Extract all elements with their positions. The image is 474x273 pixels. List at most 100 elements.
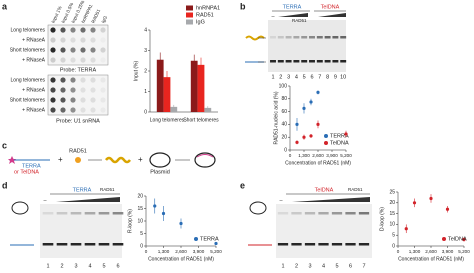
label-rad51: RAD51 [69,148,87,154]
dot-blot [47,24,109,66]
lane-number: 10 [340,74,346,80]
lane-number: 3 [287,74,290,80]
minus: – [279,197,283,203]
blot-dot [70,87,76,93]
blot-dot [70,77,76,83]
panel-letter: b [240,1,246,11]
legend-label: hnRNPA1 [196,5,220,11]
gel-band [285,36,292,39]
x-axis-label: Concentration of RAD51 (nM) [148,256,214,262]
gel-band [42,243,54,246]
y-tick-label: 60 [281,109,287,115]
blot-dot [60,37,66,43]
lane-number: 2 [279,74,282,80]
legend-swatch [186,12,193,18]
lane-number: 5 [102,263,105,269]
x-tick-label: Long telomeres [150,117,185,123]
gel-band [277,212,289,215]
point [412,201,417,205]
rad51-icon [75,157,81,163]
plus: + [58,155,63,164]
x-tick-label: 0 [397,249,400,254]
blot-dot [90,27,96,33]
blot-dot [50,57,56,63]
wedge-label: RAD51 [292,18,307,23]
filament-icon [245,35,265,41]
x-tick-label: 2,600 [425,249,437,254]
row-label: + RNaseA [22,107,46,113]
legend-marker [442,237,446,241]
gel-band [291,212,302,215]
x-tick-label: 1,300 [409,249,421,254]
plasmid-icon [249,201,267,215]
blot-dot [60,77,66,83]
row-label: Short telomeres [10,47,46,53]
x-tick-label: 3,900 [326,153,338,158]
legend-label: RAD51 [196,12,214,18]
y-tick-label: 3 [144,48,147,54]
gel-band [293,60,300,63]
y-tick-label: 4 [144,27,147,33]
y-tick-label: 15 [137,206,143,212]
y-axis-label: R-loop (%) [127,209,133,233]
loop-icon [196,154,214,158]
x-axis-label: Concentration of RAD51 (nM) [285,160,351,166]
gel-band [318,243,329,246]
probe-label: Probe: TERRA [60,67,97,73]
blot-dot [60,27,66,33]
gel-band [318,212,329,215]
lane-number: 1 [271,74,274,80]
blot-dot [50,97,56,103]
blot-dot [50,47,56,53]
legend-swatch [186,19,193,25]
y-tick-label: 20 [281,135,287,141]
gel-band [332,60,339,63]
y-tick-label: 1 [144,89,147,95]
blot-dot [80,47,86,53]
lane-number: 4 [295,74,298,80]
row-label: + RNaseA [22,37,46,43]
y-tick-label: 25 [389,189,395,195]
blot-dot [80,97,86,103]
y-tick-label: 0 [392,243,395,249]
wedge [318,13,346,17]
blot-dot [70,27,76,33]
row-label: Long telomeres [11,77,46,83]
bar [156,59,164,112]
y-tick-label: 5 [140,231,143,237]
wedge [292,197,370,202]
blot-dot [90,37,96,43]
gel [268,20,346,72]
gel-band [316,36,323,39]
gel-header: TERRA [73,187,92,193]
filament-icon [105,156,131,164]
blot-dot [50,77,56,83]
legend-label: TERRA [330,133,349,139]
legend-label: TelDNA [448,236,467,242]
blot-dot [70,57,76,63]
panel-letter: c [2,140,7,150]
gel-band [309,60,315,63]
gel-band [293,36,300,39]
blot-dot [60,97,66,103]
blot-dot [60,107,66,113]
column-label: RAD51 [90,8,101,24]
blot-dot [80,107,86,113]
star-icon [8,156,16,164]
blot-dot [60,87,66,93]
gel-band [358,243,370,246]
point [429,196,433,201]
gel-band [332,36,339,39]
gel-band [304,243,316,246]
blot-dot [70,37,76,43]
y-tick-label: 0 [140,243,143,249]
blot-dot [80,37,86,43]
blot-dot [100,57,105,62]
blot-dot [80,77,86,83]
plasmid-icon [194,152,216,168]
y-tick-label: 15 [389,211,395,217]
blot-dot [90,47,96,53]
point [153,204,157,208]
blot-dot [90,77,96,83]
label-terra: TERRA [22,163,41,169]
